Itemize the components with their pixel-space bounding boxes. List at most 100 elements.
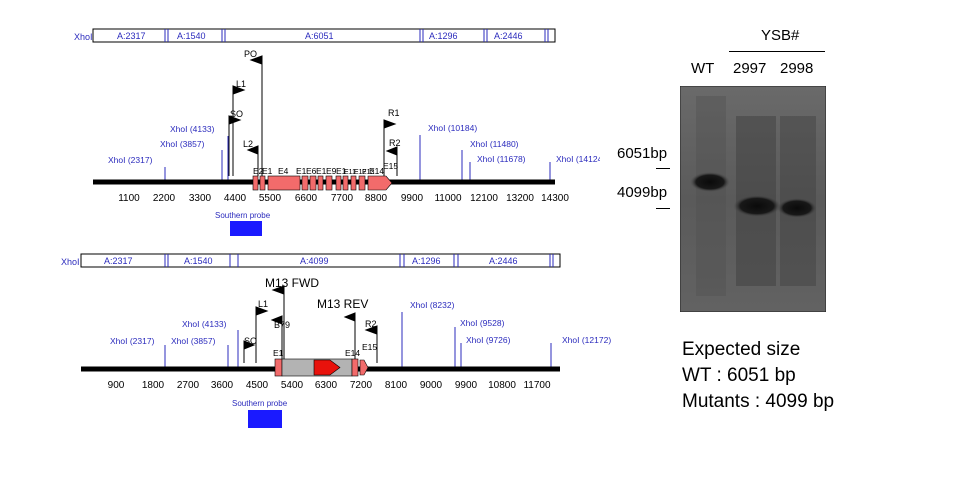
top-tick-11: 12100 xyxy=(470,193,498,204)
bottom-site-8232: XhoI (8232) xyxy=(410,300,455,310)
top-probe-label: Southern probe xyxy=(215,211,271,220)
bottom-primer-l1: L1 xyxy=(258,299,268,309)
top-exon-label-e2: E2 xyxy=(253,166,264,176)
bottom-tick-4: 3600 xyxy=(211,380,234,391)
marker-6051-tick xyxy=(656,168,670,169)
bottom-site-4133: XhoI (4133) xyxy=(182,319,227,329)
top-exon-label-e9: E9 xyxy=(326,166,337,176)
southern-blot-image xyxy=(680,86,826,312)
top-southern-probe xyxy=(230,221,262,236)
top-exon-label-e1c: E1 xyxy=(316,166,327,176)
top-fragment-site-label: XhoI xyxy=(74,32,93,42)
top-primer-r2: R2 xyxy=(389,138,401,148)
bottom-label-e15: E15 xyxy=(362,342,377,352)
expected-mutants: Mutants : 4099 bp xyxy=(682,391,835,412)
bottom-site-12172: XhoI (12172) xyxy=(562,335,611,345)
top-genomic-map: XhoI A:2317 A:1540 A:6051 A:1296 A:2446 … xyxy=(74,28,600,236)
bottom-site-3857: XhoI (3857) xyxy=(171,336,216,346)
bottom-tick-11: 9900 xyxy=(455,380,478,391)
bottom-genomic-map: XhoI A:2317 A:1540 A:4099 A:1296 A:2446 … xyxy=(61,253,611,428)
blot-group-label: YSB# xyxy=(761,27,800,44)
top-tick-9: 9900 xyxy=(401,193,424,204)
top-primer-l2: L2 xyxy=(243,139,253,149)
bottom-tick-6: 5400 xyxy=(281,380,304,391)
bottom-tick-3: 2700 xyxy=(177,380,200,391)
top-fragment-4: A:1296 xyxy=(429,31,458,41)
bottom-fragment-3: A:4099 xyxy=(300,256,329,266)
marker-6051: 6051bp xyxy=(617,145,668,162)
bottom-tick-2: 1800 xyxy=(142,380,165,391)
marker-4099-tick xyxy=(656,208,670,209)
top-fragment-3: A:6051 xyxy=(305,31,334,41)
band-2998 xyxy=(777,198,817,218)
bottom-site-9528: XhoI (9528) xyxy=(460,318,505,328)
top-exon-label-e12: E12 xyxy=(354,169,367,176)
top-site-3857: XhoI (3857) xyxy=(160,139,205,149)
top-fragment-1: A:2317 xyxy=(117,31,146,41)
top-site-11678: XhoI (11678) xyxy=(477,154,526,164)
top-exon-label-e14: E14 xyxy=(369,166,384,176)
top-site-14124: XhoI (14124) xyxy=(556,154,600,164)
bottom-tick-9: 8100 xyxy=(385,380,408,391)
top-tick-7: 7700 xyxy=(331,193,354,204)
bottom-tick-7: 6300 xyxy=(315,380,338,391)
top-exon-label-e11: E11 xyxy=(344,169,356,176)
top-tick-6: 6600 xyxy=(295,193,318,204)
top-exon-label-e1: E1 xyxy=(262,166,273,176)
blot-group-underline xyxy=(729,51,825,52)
bottom-fragment-1: A:2317 xyxy=(104,256,133,266)
marker-4099: 4099bp xyxy=(617,184,668,201)
bottom-exon-e14 xyxy=(351,358,359,377)
bottom-primer-m13-rev: M13 REV xyxy=(317,297,368,311)
bottom-primer-b79: B79 xyxy=(274,320,290,330)
top-tick-2: 2200 xyxy=(153,193,176,204)
top-fragment-5: A:2446 xyxy=(494,31,523,41)
top-exons xyxy=(252,175,393,191)
bottom-primer-so: SO xyxy=(244,336,257,346)
top-site-11480: XhoI (11480) xyxy=(470,139,519,149)
top-primer-r1: R1 xyxy=(388,108,400,118)
bottom-fragment-4: A:1296 xyxy=(412,256,441,266)
top-primer-po: PO xyxy=(244,49,257,59)
blot-lane-2997: 2997 xyxy=(733,60,767,77)
bottom-southern-probe xyxy=(248,410,282,428)
band-wt xyxy=(690,172,730,192)
top-fragment-bar xyxy=(92,28,556,43)
bottom-exon-e15 xyxy=(359,359,369,376)
top-tick-5: 5500 xyxy=(259,193,282,204)
bottom-primer-r2: R2 xyxy=(365,319,377,329)
bottom-fragment-2: A:1540 xyxy=(184,256,213,266)
bottom-tick-8: 7200 xyxy=(350,380,373,391)
top-exon-label-e1b: E1 xyxy=(296,166,307,176)
bottom-label-e1: E1 xyxy=(273,348,284,358)
top-exon-label-e4: E4 xyxy=(278,166,289,176)
top-tick-13: 14300 xyxy=(541,193,569,204)
top-primer-l1: L1 xyxy=(236,79,246,89)
top-exon-label-e1d: E1 xyxy=(336,166,347,176)
blot-lane-2998: 2998 xyxy=(780,60,814,77)
bottom-site-2317: XhoI (2317) xyxy=(110,336,155,346)
top-tick-1: 1100 xyxy=(118,193,140,204)
bottom-fragment-5: A:2446 xyxy=(489,256,518,266)
top-tick-4: 4400 xyxy=(224,193,247,204)
top-site-10184: XhoI (10184) xyxy=(428,123,477,133)
top-exon-label-e15: E15 xyxy=(383,161,398,171)
bottom-site-9726: XhoI (9726) xyxy=(466,335,511,345)
blot-lane-wt: WT xyxy=(691,60,715,77)
top-fragment-2: A:1540 xyxy=(177,31,206,41)
bottom-tick-5: 4500 xyxy=(246,380,269,391)
bottom-fragment-bar xyxy=(80,253,561,268)
top-tick-12: 13200 xyxy=(506,193,534,204)
expected-title: Expected size xyxy=(682,339,801,360)
top-exon-label-e6: E6 xyxy=(306,166,317,176)
expected-wt: WT : 6051 bp xyxy=(682,365,796,386)
bottom-tick-10: 9000 xyxy=(420,380,443,391)
band-2997 xyxy=(733,195,781,217)
bottom-tick-12: 10800 xyxy=(488,380,516,391)
bottom-label-e14: E14 xyxy=(345,348,360,358)
top-site-4133: XhoI (4133) xyxy=(170,124,215,134)
top-tick-3: 3300 xyxy=(189,193,212,204)
top-primer-so: SO xyxy=(230,109,243,119)
bottom-primer-m13-fwd: M13 FWD xyxy=(265,276,319,290)
bottom-selection-arrow xyxy=(313,359,341,376)
